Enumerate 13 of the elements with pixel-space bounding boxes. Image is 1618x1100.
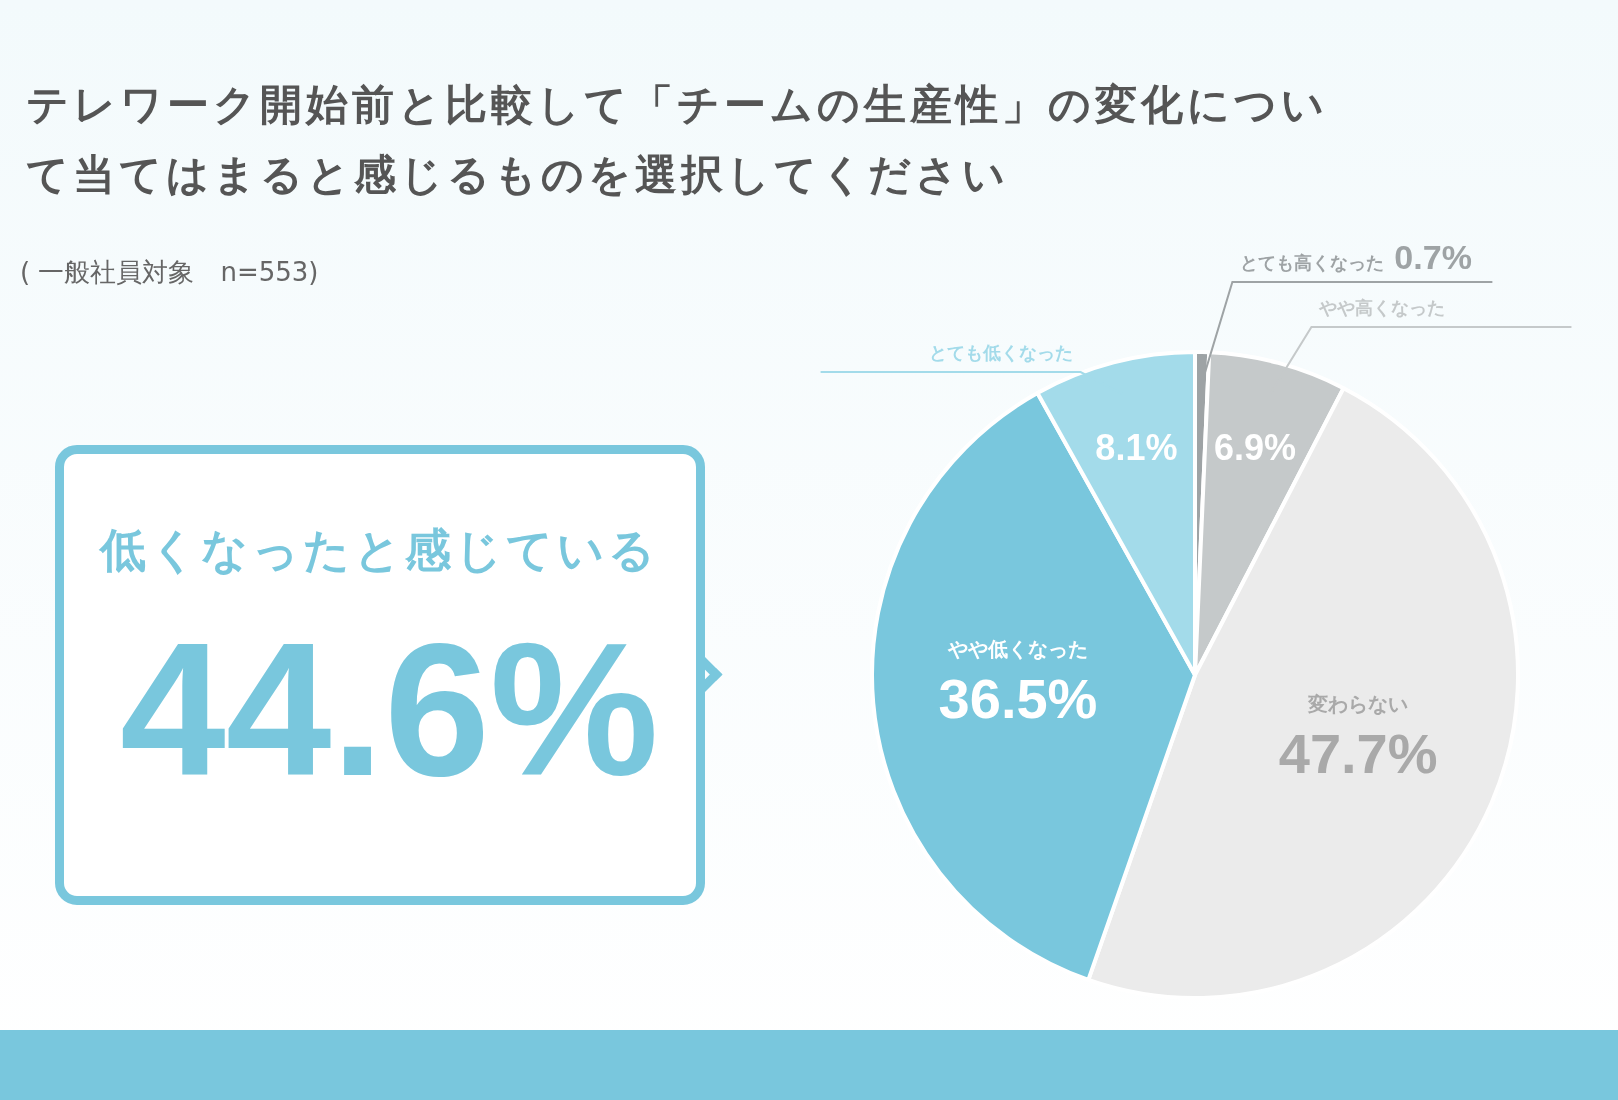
data-label: 47.7%: [1278, 721, 1438, 785]
text: 低くなったと感じている: [100, 522, 659, 579]
text: 44.6%: [120, 602, 659, 817]
slice-label: とても低くなった: [928, 341, 1073, 363]
chart-title: テレワーク開始前と比較して「チームの生産性」の変化について当てはまると感じるものを選択してください: [26, 79, 1329, 201]
data-label: 8.1%: [1095, 426, 1178, 468]
text: ( 一般社員対象 n=553): [20, 256, 319, 289]
data-label: 6.9%: [1213, 427, 1297, 469]
slice-label: やや低くなった: [947, 636, 1089, 661]
slice-label: とても高くなった: [1240, 251, 1385, 273]
data-label: 0.7%: [1394, 238, 1472, 277]
slice-label: 変わらない: [1307, 691, 1409, 716]
data-label: 36.5%: [938, 666, 1098, 730]
